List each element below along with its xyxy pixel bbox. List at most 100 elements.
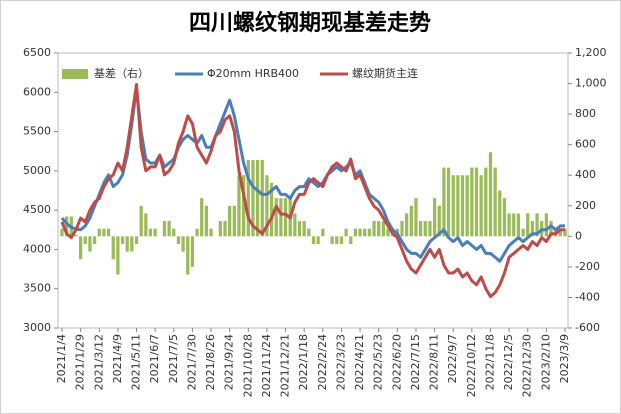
bar xyxy=(283,198,288,237)
bar xyxy=(526,213,530,237)
bar xyxy=(181,236,185,252)
x-tick-label: 2021/8/26 xyxy=(204,334,217,390)
bar xyxy=(484,167,488,237)
x-tick-label: 2021/9/24 xyxy=(223,334,236,390)
bar xyxy=(358,228,362,237)
y-tick-label: 4500 xyxy=(23,203,51,216)
bar xyxy=(255,159,260,237)
x-tick-label: 2021/12/21 xyxy=(279,334,292,397)
bar xyxy=(200,198,204,237)
bar xyxy=(190,236,195,267)
legend-label: 基差（右） xyxy=(94,66,149,80)
bar xyxy=(251,159,255,237)
bar xyxy=(116,236,120,275)
bar xyxy=(386,228,390,237)
bar xyxy=(293,213,297,237)
bar xyxy=(144,213,148,237)
x-tick-label: 2022/8/11 xyxy=(428,334,441,390)
x-tick-label: 2022/12/5 xyxy=(502,334,515,390)
bar xyxy=(162,221,167,237)
x-tick-label: 2021/1/29 xyxy=(74,334,87,390)
x-tick-label: 2021/10/28 xyxy=(241,334,254,397)
bar xyxy=(474,167,479,237)
bar xyxy=(228,205,232,237)
y2-tick-label: 1,200 xyxy=(575,46,607,59)
bar xyxy=(530,221,535,237)
bar xyxy=(65,216,69,237)
bar xyxy=(195,228,199,237)
chart-title: 四川螺纹钢期现基差走势 xyxy=(189,10,431,36)
bar xyxy=(446,167,451,237)
bar xyxy=(330,236,334,244)
bar xyxy=(544,213,549,237)
y-tick-label: 4000 xyxy=(23,242,51,255)
x-tick-label: 2021/6/7 xyxy=(148,334,161,383)
bar xyxy=(311,236,316,244)
bar xyxy=(344,228,348,237)
x-tick-label: 2022/9/7 xyxy=(446,334,459,383)
legend-label: 螺纹期货主连 xyxy=(352,66,418,80)
bar xyxy=(460,175,465,237)
bar xyxy=(218,221,222,237)
y2-tick-label: 1,000 xyxy=(575,77,607,90)
bar xyxy=(242,175,246,237)
x-tick-label: 2022/2/24 xyxy=(316,334,329,390)
x-tick-label: 2022/11/8 xyxy=(483,334,496,390)
bar xyxy=(549,221,553,237)
y-tick-label: 3000 xyxy=(23,321,51,334)
bar xyxy=(60,228,64,237)
x-tick-label: 2021/3/12 xyxy=(92,334,105,390)
x-tick-label: 2021/7/5 xyxy=(167,334,180,383)
y2-tick-label: 200 xyxy=(575,199,596,212)
y2-tick-label: 400 xyxy=(575,168,596,181)
bar xyxy=(279,198,283,237)
bar xyxy=(274,198,278,237)
bar xyxy=(363,228,367,237)
bar xyxy=(372,221,376,237)
bar xyxy=(479,175,483,237)
bar xyxy=(172,228,176,237)
bar xyxy=(134,236,139,244)
bar xyxy=(442,167,446,237)
x-tick-label: 2021/11/24 xyxy=(260,334,273,397)
x-tick-label: 2021/1/4 xyxy=(55,334,68,383)
legend-swatch xyxy=(62,69,88,79)
bar xyxy=(223,221,227,237)
bar xyxy=(498,190,502,237)
bar xyxy=(470,167,474,237)
bar xyxy=(409,205,413,237)
line xyxy=(60,82,565,299)
x-tick-label: 2021/5/11 xyxy=(130,334,143,390)
x-tick-label: 2023/2/10 xyxy=(539,334,552,390)
bar xyxy=(381,221,385,237)
bar xyxy=(432,198,437,237)
bar xyxy=(97,228,101,237)
bar xyxy=(111,236,115,260)
bar xyxy=(488,152,493,237)
bar xyxy=(297,221,302,237)
bar xyxy=(563,228,567,237)
bar xyxy=(423,221,427,237)
bar xyxy=(204,205,209,237)
bar xyxy=(74,234,78,237)
y-tick-label: 6500 xyxy=(23,46,51,59)
bar xyxy=(125,236,129,252)
bar xyxy=(83,236,87,244)
x-tick-label: 2022/6/20 xyxy=(390,334,403,390)
bar xyxy=(353,228,358,237)
y-tick-label: 5500 xyxy=(23,125,51,138)
bar xyxy=(176,236,181,244)
x-tick-label: 2022/1/18 xyxy=(297,334,310,390)
bar xyxy=(88,236,92,252)
bar xyxy=(307,228,311,237)
y2-tick-label: -600 xyxy=(575,321,600,334)
bar xyxy=(260,159,264,237)
y2-tick-label: 600 xyxy=(575,138,596,151)
bar xyxy=(269,182,274,237)
bar xyxy=(246,159,250,237)
bar xyxy=(516,213,521,237)
bar xyxy=(414,198,418,237)
bar xyxy=(232,205,236,237)
